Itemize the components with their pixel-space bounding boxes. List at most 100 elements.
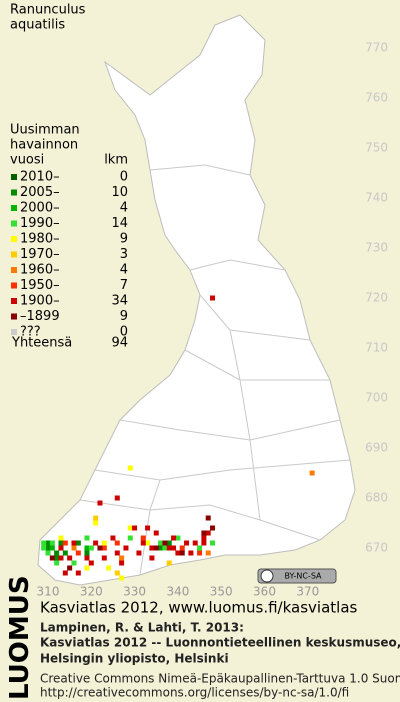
- logo: LUOMUS: [5, 575, 35, 700]
- legend-count: 4: [120, 201, 128, 216]
- observation-square: [114, 550, 120, 556]
- legend-label: 2010–: [20, 170, 60, 185]
- legend-count: 7: [120, 278, 128, 293]
- observation-square: [58, 555, 64, 561]
- observation-square: [140, 535, 146, 541]
- legend-heading: Uusimman: [10, 123, 80, 138]
- observation-square: [149, 555, 155, 561]
- observation-square: [67, 565, 73, 571]
- x-tick-label: 340: [166, 585, 189, 599]
- legend-label: –1899: [20, 309, 60, 324]
- observation-square: [75, 540, 81, 546]
- observation-square: [101, 545, 107, 551]
- legend-label: 1990–: [20, 216, 60, 231]
- legend-count: 14: [111, 216, 128, 231]
- observation-square: [101, 555, 107, 561]
- observation-square: [101, 540, 107, 546]
- observation-square: [309, 470, 315, 476]
- observation-square: [162, 545, 168, 551]
- cc-badge: BY-NC-SA: [257, 568, 337, 584]
- observation-square: [153, 530, 159, 536]
- observation-square: [175, 550, 181, 556]
- observation-square: [201, 535, 207, 541]
- y-tick-label: 730: [365, 241, 388, 255]
- observation-square: [41, 540, 47, 546]
- license: Creative Commons Nimeä-Epäkaupallinen-Ta…: [40, 672, 400, 686]
- observation-square: [123, 545, 129, 551]
- observation-square: [71, 560, 77, 566]
- source-link[interactable]: Kasviatlas 2012, www.luomus.fi/kasviatla…: [40, 599, 358, 617]
- x-tick-label: 370: [296, 585, 319, 599]
- observation-square: [188, 550, 194, 556]
- legend-label: 1960–: [20, 263, 60, 278]
- observation-square: [175, 535, 181, 541]
- observation-square: [71, 545, 77, 551]
- legend-swatch: [11, 174, 17, 180]
- observation-square: [205, 530, 211, 536]
- legend-heading: vuosi: [10, 153, 44, 168]
- legend-swatch: [11, 251, 17, 258]
- observation-square: [136, 550, 142, 556]
- observation-square: [58, 540, 64, 546]
- observation-square: [179, 550, 185, 556]
- badge-icon: [260, 569, 274, 583]
- legend-swatch: [11, 298, 17, 304]
- observation-square: [119, 560, 125, 566]
- legend-label: 1970–: [20, 247, 60, 262]
- observation-square: [62, 550, 68, 556]
- observation-square: [49, 540, 55, 546]
- legend-swatch: [11, 282, 17, 289]
- province-borders: [79, 164, 351, 576]
- badge-text: BY-NC-SA: [284, 572, 322, 581]
- observation-square: [127, 465, 133, 471]
- legend-count: 0: [120, 325, 128, 340]
- observation-square: [140, 540, 146, 546]
- observation-square: [149, 545, 155, 551]
- observation-square: [197, 545, 203, 551]
- observation-square: [210, 295, 216, 301]
- legend-count: 3: [120, 247, 128, 262]
- legend-swatch: [11, 205, 17, 211]
- observation-square: [49, 555, 55, 561]
- observation-square: [71, 540, 77, 546]
- legend-swatch: [11, 313, 17, 320]
- y-tick-label: 670: [365, 541, 388, 555]
- observation-square: [119, 575, 125, 581]
- observation-square: [114, 570, 120, 576]
- observation-square: [166, 560, 172, 566]
- observation-square: [84, 550, 90, 556]
- observation-square: [54, 560, 60, 566]
- observation-square: [210, 540, 216, 546]
- y-tick-label: 760: [365, 91, 388, 105]
- observation-square: [84, 555, 90, 561]
- legend-swatch: [11, 236, 17, 242]
- observation-square: [166, 540, 172, 546]
- observation-square: [201, 530, 207, 536]
- observation-square: [171, 545, 177, 551]
- species-name: Ranunculus: [10, 3, 86, 18]
- observation-square: [54, 550, 60, 556]
- license-url[interactable]: http://creativecommons.org/licenses/by-n…: [40, 686, 349, 700]
- observation-square: [201, 540, 207, 546]
- y-tick-label: 690: [365, 441, 388, 455]
- observation-square: [93, 520, 99, 526]
- observation-square: [127, 525, 133, 531]
- legend-count: 9: [120, 309, 128, 324]
- observation-square: [84, 545, 90, 551]
- legend-count: 0: [120, 170, 128, 185]
- observation-square: [62, 570, 68, 576]
- legend-label: 1980–: [20, 232, 60, 247]
- citation: Lampinen, R. & Lahti, T. 2013:: [40, 621, 244, 635]
- observation-square: [179, 545, 185, 551]
- x-tick-label: 360: [253, 585, 276, 599]
- y-tick-label: 750: [365, 141, 388, 155]
- observation-square: [145, 525, 151, 531]
- legend-label: 1900–: [20, 294, 60, 309]
- badge-box: [257, 568, 337, 584]
- observation-square: [58, 545, 64, 551]
- observation-square: [110, 535, 116, 541]
- observation-square: [197, 550, 203, 556]
- observation-square: [41, 545, 47, 551]
- observation-square: [88, 560, 94, 566]
